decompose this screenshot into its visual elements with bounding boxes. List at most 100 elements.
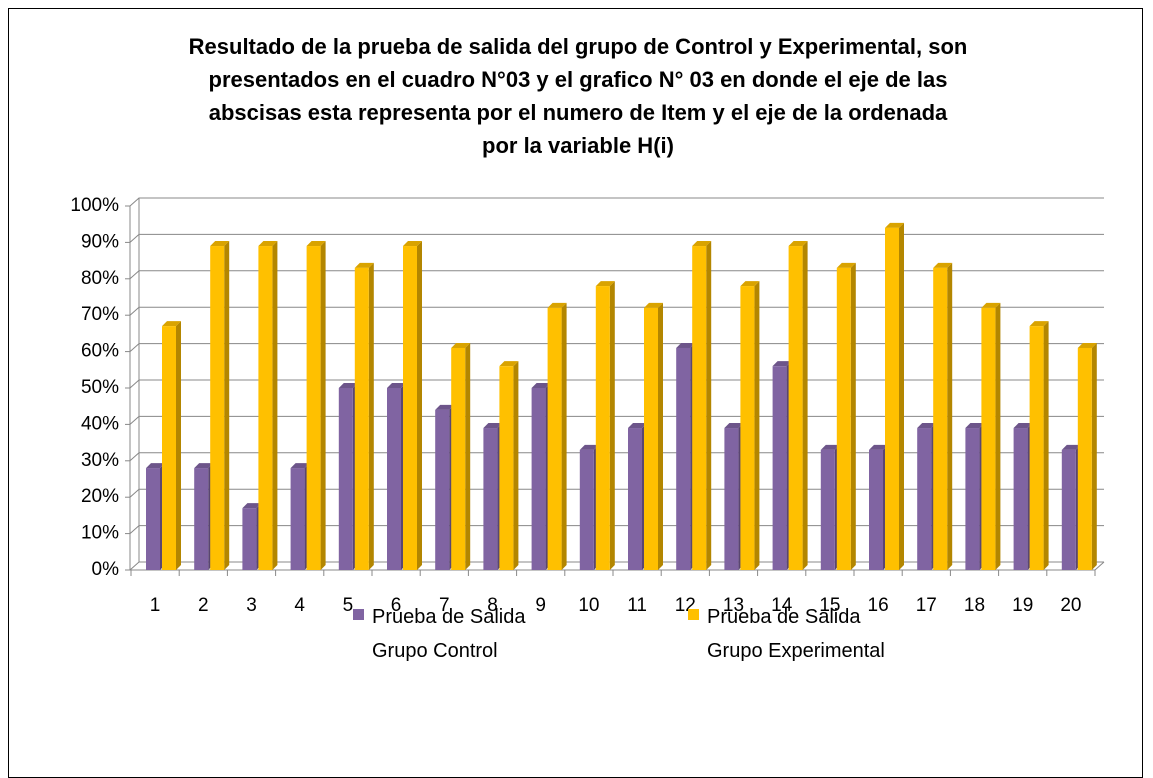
bar-top (403, 241, 422, 247)
bar-top (258, 241, 278, 247)
bar-side (754, 281, 760, 570)
bar (162, 326, 176, 570)
bar (917, 428, 932, 570)
bar-side (272, 241, 278, 571)
bar (1061, 449, 1076, 570)
bar-top (451, 342, 471, 348)
bar-top (579, 444, 599, 450)
y-tick-label: 70% (81, 304, 119, 325)
x-tick-label: 13 (723, 595, 744, 616)
x-tick-label: 17 (916, 595, 937, 616)
x-tick-label: 4 (294, 595, 305, 616)
x-tick-label: 7 (439, 595, 450, 616)
bar (387, 388, 401, 570)
x-tick-label: 11 (627, 595, 647, 616)
bar-top (483, 423, 503, 429)
x-tick-label: 20 (1060, 595, 1081, 616)
bar (628, 428, 642, 570)
bar (579, 449, 594, 570)
x-tick-label: 15 (819, 595, 840, 616)
bar-side (802, 241, 808, 571)
bar (499, 366, 514, 570)
bar (772, 366, 787, 570)
bar (194, 468, 209, 570)
bar-top (788, 241, 808, 247)
bar (1029, 326, 1044, 570)
bar (338, 388, 353, 570)
bar (788, 246, 803, 571)
bar-top (917, 423, 937, 429)
bar-top (628, 423, 647, 429)
bar-top (869, 444, 888, 450)
bar (1077, 347, 1092, 570)
legend-item: Prueba de Salida Grupo Control (353, 600, 557, 668)
y-tick-label: 30% (81, 450, 119, 471)
legend-label: Prueba de Salida Grupo Experimental (707, 606, 885, 662)
bar-top (387, 383, 406, 388)
bar (435, 409, 450, 570)
bar-top (1029, 321, 1049, 327)
bar (258, 246, 273, 571)
bar (354, 267, 369, 570)
bar-side (850, 262, 856, 570)
bar-side (320, 241, 326, 571)
y-tick-label: 50% (81, 377, 119, 398)
grid-line (129, 233, 1104, 243)
bar-top (547, 302, 567, 308)
bar-side (513, 361, 519, 570)
bar-side (1043, 321, 1049, 570)
y-tick-label: 90% (81, 231, 119, 252)
x-tick-label: 19 (1012, 595, 1033, 616)
bar (547, 307, 562, 570)
bar-side (224, 241, 230, 571)
x-tick-label: 10 (578, 595, 599, 616)
y-tick-label: 0% (92, 559, 120, 580)
bar-side (899, 222, 904, 570)
grid-line (129, 306, 1104, 316)
bar-top (772, 361, 792, 367)
grid-line (129, 197, 1104, 207)
x-tick-label: 18 (964, 595, 985, 616)
bar-top (836, 262, 856, 268)
legend-item: Prueba de Salida Grupo Experimental (688, 600, 892, 668)
bar-side (176, 321, 181, 570)
x-tick-label: 2 (198, 595, 209, 616)
x-tick-label: 3 (246, 595, 257, 616)
bar-top (692, 241, 712, 247)
bar (836, 267, 851, 570)
bar-top (354, 262, 374, 268)
bar-top (724, 423, 744, 429)
bar (403, 246, 417, 571)
bar (869, 449, 883, 570)
bar-top (965, 423, 985, 429)
bar-top (933, 262, 953, 268)
y-tick-label: 10% (81, 523, 119, 544)
x-tick-label: 5 (343, 595, 354, 616)
grid-line (129, 343, 1104, 352)
y-tick-label: 20% (81, 486, 119, 507)
bar (981, 307, 996, 570)
bar-top (531, 383, 551, 388)
bar (692, 246, 707, 571)
bar-top (1077, 342, 1097, 348)
bar-side (947, 262, 953, 570)
bar (965, 428, 980, 570)
bar-top (1013, 423, 1033, 429)
bar (531, 388, 546, 570)
bar-top (885, 222, 904, 228)
bar-top (338, 383, 358, 388)
x-tick-label: 6 (391, 595, 402, 616)
bar (644, 307, 658, 570)
bar (290, 468, 305, 570)
legend-swatch (353, 609, 364, 620)
bar (724, 428, 739, 570)
bar-top (162, 321, 181, 327)
bar-top (644, 302, 663, 308)
bar-side (1091, 342, 1097, 570)
bar (242, 508, 257, 570)
x-tick-label: 1 (150, 595, 161, 616)
legend-label: Prueba de Salida Grupo Control (372, 606, 526, 662)
x-tick-label: 8 (487, 595, 498, 616)
bar (483, 428, 498, 570)
